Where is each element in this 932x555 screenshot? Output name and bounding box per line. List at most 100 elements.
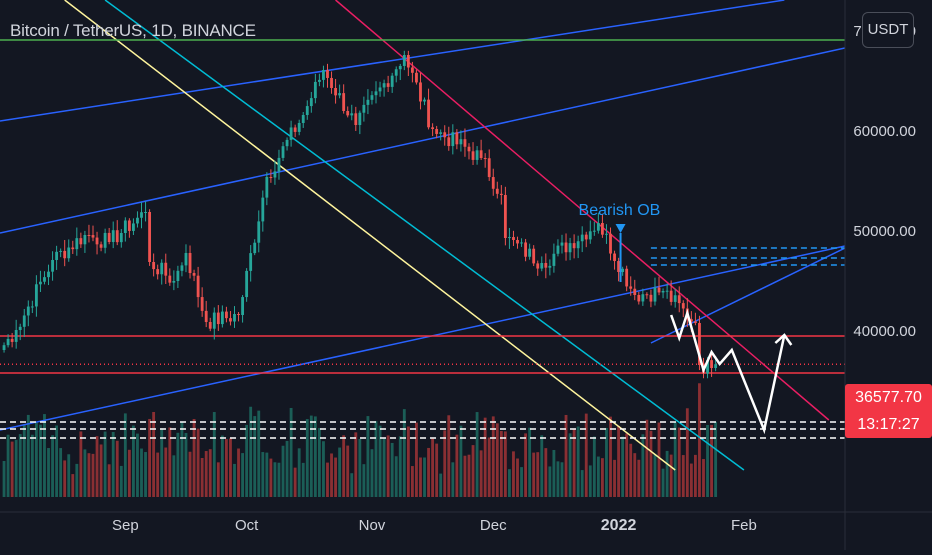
candle-body [111, 230, 115, 242]
candle [556, 239, 560, 257]
candle [532, 245, 536, 267]
volume-bar [681, 455, 685, 497]
candle-body [269, 177, 273, 178]
candle-body [382, 83, 386, 88]
x-tick-label: Oct [235, 517, 259, 534]
volume-bar [693, 454, 697, 497]
candle-body [10, 338, 14, 342]
volume-bar [540, 435, 544, 497]
annotation-label: Bearish OB [579, 202, 661, 219]
volume-bar [87, 453, 91, 497]
volume-bar [346, 445, 350, 497]
candle-body [297, 123, 301, 132]
candle [491, 168, 495, 196]
candle [609, 227, 612, 261]
volume-bar [216, 462, 220, 497]
volume-bar [188, 451, 192, 497]
candle-body [152, 262, 156, 270]
volume-bar [483, 417, 487, 497]
candle-body [261, 197, 265, 222]
candle [87, 224, 91, 243]
volume-bar [406, 426, 410, 497]
volume-bar [439, 473, 443, 497]
candle-body [398, 65, 402, 70]
volume-bar [447, 415, 451, 497]
candle-body [629, 286, 633, 289]
candle-body [366, 99, 370, 105]
volume-bar [18, 434, 22, 497]
candle-body [681, 303, 685, 309]
candle [289, 120, 293, 147]
volume-bar [524, 433, 528, 497]
volume-bar [532, 452, 536, 497]
candle-body [26, 306, 30, 316]
volume-bar [669, 454, 673, 497]
projection-arrowhead [774, 333, 793, 346]
volume-bar [140, 448, 143, 497]
candle [34, 275, 38, 317]
volume-bars [2, 383, 718, 497]
candle-body [216, 312, 220, 325]
candle-body [706, 360, 709, 374]
candle-body [249, 253, 253, 271]
candle-body [613, 253, 616, 262]
candle [322, 65, 325, 88]
horizontal-levels [0, 39, 845, 439]
candle [459, 130, 463, 152]
candle [406, 50, 410, 76]
candle [443, 125, 447, 146]
volume-bar [192, 419, 196, 497]
candle-body [164, 262, 168, 276]
candle [677, 286, 681, 313]
candle-body [168, 275, 172, 283]
volume-bar [548, 466, 552, 497]
volume-bar [14, 439, 18, 497]
volume-bar [714, 421, 718, 497]
volume-bar [503, 431, 507, 497]
candle [43, 271, 46, 285]
candle-body [313, 81, 317, 99]
volume-bar [536, 452, 540, 497]
candle-body [188, 253, 192, 274]
candle [257, 210, 261, 253]
candle-body [378, 87, 382, 92]
candle-body [326, 70, 329, 78]
candle [269, 169, 273, 183]
volume-bar [313, 416, 317, 497]
candle-body [309, 98, 313, 107]
volume-bar [233, 463, 236, 497]
candle [67, 239, 71, 262]
volume-bar [176, 432, 180, 497]
volume-bar [419, 457, 422, 497]
candle [277, 149, 281, 180]
candle-body [423, 99, 426, 102]
volume-bar [596, 456, 600, 497]
volume-bar [645, 419, 649, 497]
volume-bar [592, 436, 596, 497]
volume-bar [224, 439, 228, 497]
candle [584, 231, 588, 248]
currency-button[interactable]: USDT [862, 12, 914, 48]
y-tick-label: 60000.00 [853, 123, 916, 140]
candle [261, 190, 265, 232]
candle [625, 265, 629, 292]
candle-body [528, 248, 532, 257]
volume-bar [273, 462, 277, 497]
x-tick-label: Feb [731, 517, 757, 534]
candle [653, 277, 657, 306]
candle [451, 124, 455, 155]
volume-bar [99, 444, 103, 497]
candle-body [67, 247, 71, 259]
candle-body [609, 233, 612, 254]
candle-body [200, 297, 204, 311]
x-tick-label: Sep [112, 517, 139, 534]
volume-bar [241, 453, 244, 497]
candle [520, 238, 523, 247]
candle [293, 124, 297, 138]
candle-body [132, 223, 135, 231]
volume-bar [111, 432, 115, 497]
candle [540, 256, 544, 272]
candle-body [370, 95, 374, 100]
